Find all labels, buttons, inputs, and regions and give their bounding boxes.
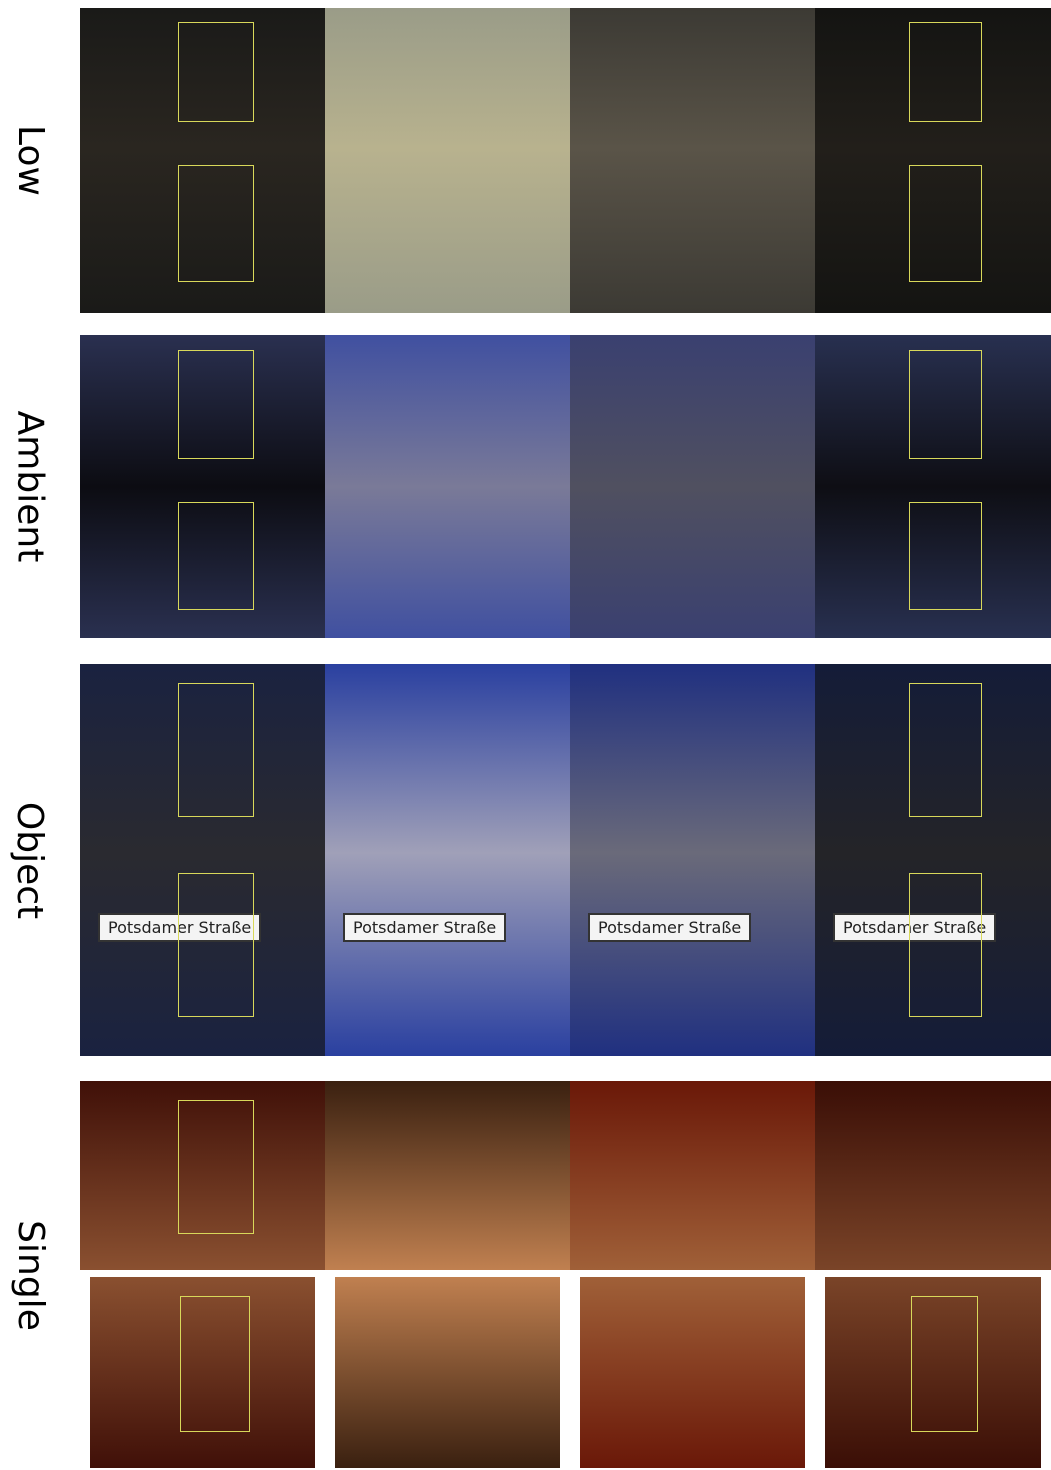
row-label-text: Low [10,125,51,196]
row-label-text: Single [10,1220,51,1331]
photo [80,487,325,638]
detection-box [909,683,982,817]
detection-box [178,22,254,122]
photo [80,664,325,853]
photo: Potsdamer Straße [325,853,570,1056]
detection-box [178,873,254,1017]
photo [815,487,1051,638]
photo [815,148,1051,313]
row-label: Low [0,8,60,313]
photo [570,8,815,148]
detection-box [178,1100,254,1234]
detection-box [178,683,254,817]
detection-box [911,1296,978,1432]
row-label: Single [0,1081,60,1470]
street-sign: Potsdamer Straße [588,913,751,942]
detection-box [909,22,982,122]
photo [825,1277,1041,1468]
photo [570,335,815,487]
photo [815,664,1051,853]
figure: Low Ambient Object Potsdamer Straße Potsdame… [0,0,1051,1470]
row-label: Ambient [0,335,60,638]
photo [325,664,570,853]
detection-box [909,873,982,1017]
detection-box [180,1296,250,1432]
detection-box [909,502,982,610]
photo [570,664,815,853]
detection-box [178,350,254,458]
detection-box [178,165,254,283]
photo [325,1081,570,1270]
photo [580,1277,805,1468]
detection-box [178,502,254,610]
photo [80,148,325,313]
photo [325,487,570,638]
detection-box [909,165,982,283]
photo [80,8,325,148]
photo [570,1081,815,1270]
photo [335,1277,560,1468]
photo: Potsdamer Straße [570,853,815,1056]
street-sign: Potsdamer Straße [343,913,506,942]
photo [90,1277,315,1468]
photo [570,487,815,638]
row-label-text: Object [10,801,51,918]
photo: Potsdamer Straße [815,853,1051,1056]
photo [325,8,570,148]
photo [325,335,570,487]
photo [570,148,815,313]
row-label: Object [0,664,60,1056]
photo [80,335,325,487]
photo [80,1081,325,1270]
photo [815,335,1051,487]
photo [815,8,1051,148]
photo: Potsdamer Straße [80,853,325,1056]
detection-box [909,350,982,458]
row-label-text: Ambient [10,411,51,563]
photo [325,148,570,313]
photo [815,1081,1051,1270]
